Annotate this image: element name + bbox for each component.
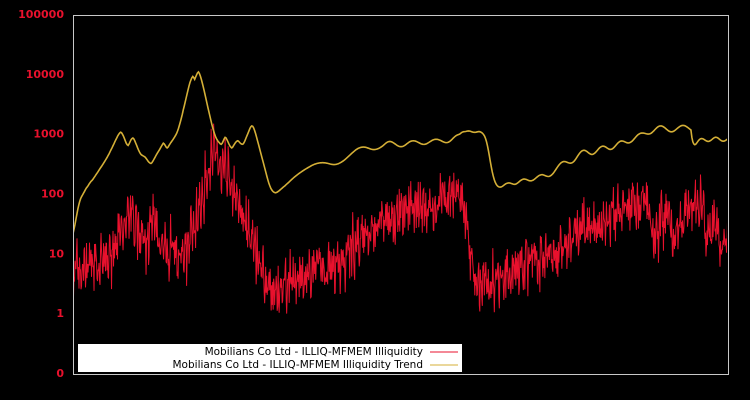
y-tick-label: 100 bbox=[41, 188, 64, 201]
legend-label: Mobilians Co Ltd - ILLIQ-MFMEM Illiquidi… bbox=[205, 346, 423, 358]
y-tick-label: 10000 bbox=[26, 68, 65, 81]
y-tick-label: 0 bbox=[56, 367, 64, 380]
series-illiquidity-trend bbox=[74, 70, 727, 234]
series-illiquidity bbox=[74, 123, 727, 314]
y-tick-label: 10 bbox=[49, 247, 65, 260]
y-tick-label: 1000 bbox=[33, 128, 64, 141]
legend-background bbox=[78, 344, 462, 372]
y-tick-label: 1 bbox=[56, 307, 64, 320]
y-tick-label: 100000 bbox=[18, 8, 64, 21]
legend-label: Mobilians Co Ltd - ILLIQ-MFMEM Illiquidi… bbox=[173, 359, 424, 371]
chart-legend[interactable]: Mobilians Co Ltd - ILLIQ-MFMEM Illiquidi… bbox=[78, 344, 462, 372]
plot-frame bbox=[73, 15, 729, 375]
data-series-group bbox=[74, 70, 727, 314]
